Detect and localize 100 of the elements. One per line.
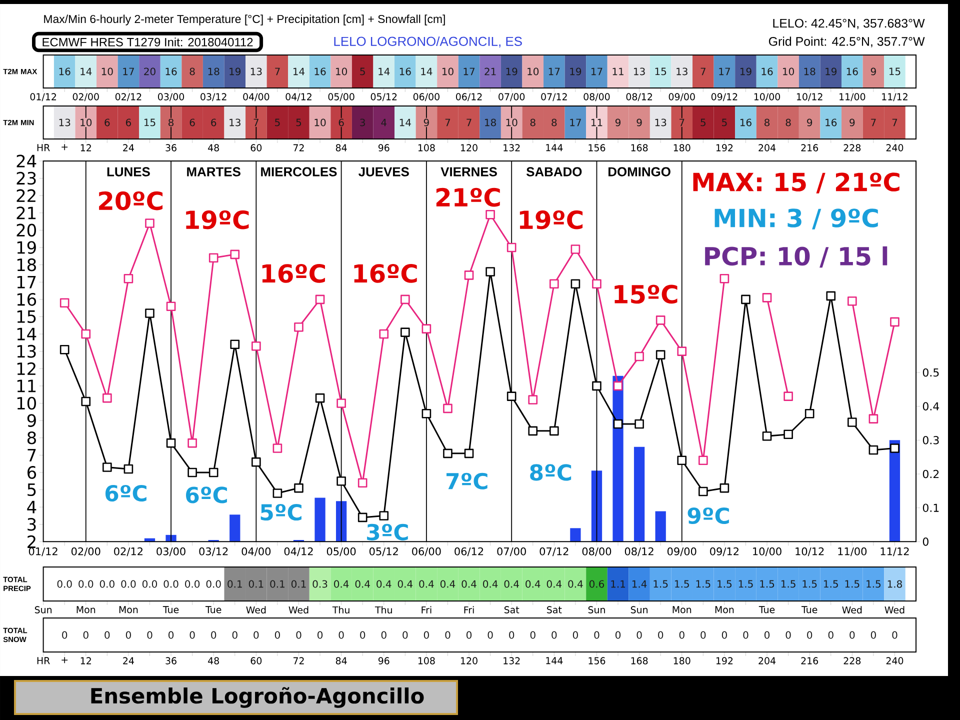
- data-label: 0: [338, 631, 344, 639]
- data-label: 0: [552, 631, 557, 639]
- data-label: 16: [846, 68, 858, 76]
- y2-tick-label: 0.2: [922, 470, 939, 478]
- data-label: 8: [530, 118, 536, 126]
- x-tick-label: 08/12: [624, 547, 654, 556]
- data-label: 13: [634, 68, 645, 76]
- x-tick-label: Fri: [464, 606, 474, 614]
- data-label: 0.1: [270, 580, 284, 588]
- x-tick-label: HR: [37, 144, 50, 152]
- annotation: LUNES: [107, 167, 150, 176]
- x-tick-label: Wed: [884, 606, 904, 614]
- x-tick-label: 03/00: [156, 547, 186, 556]
- x-tick-label: Sun: [34, 606, 52, 614]
- data-label: 19: [740, 68, 752, 76]
- text: Ensemble Logroño-Agoncillo: [91, 687, 424, 708]
- data-label: 9: [424, 118, 429, 126]
- data-label: 0: [658, 631, 664, 639]
- x-tick-label: 72: [293, 144, 304, 152]
- x-tick-label: 84: [336, 657, 347, 664]
- data-label: 0.3: [312, 580, 328, 588]
- data-label: 0: [828, 631, 834, 639]
- x-tick-label: Wed: [246, 606, 266, 614]
- data-label: 17: [719, 68, 730, 76]
- x-tick-label: Tue: [162, 606, 179, 614]
- data-label: 0.1: [291, 580, 306, 588]
- data-label: 11: [612, 68, 624, 76]
- y-tick-label: 15: [17, 310, 36, 324]
- data-label: 0: [318, 631, 323, 639]
- annotation: JUEVES: [358, 167, 409, 176]
- data-label: 7: [466, 118, 472, 126]
- x-tick-label: 10/00: [754, 93, 780, 102]
- data-label: 0: [572, 631, 578, 639]
- x-tick-label: Tue: [205, 606, 222, 614]
- data-label: 0: [786, 631, 791, 639]
- x-tick-label: Fri: [422, 606, 432, 614]
- data-label: 0.4: [483, 580, 498, 588]
- data-label: 1.8: [888, 580, 902, 588]
- data-label: 10: [442, 68, 454, 76]
- text: Grid Point: 42.5°N, 357.7°W: [768, 36, 925, 48]
- x-tick-label: 60: [250, 657, 262, 664]
- data-label: 1.4: [632, 580, 647, 588]
- x-tick-label: 144: [546, 657, 563, 664]
- data-label: 19: [230, 68, 241, 76]
- data-label: 0: [168, 631, 174, 639]
- x-tick-label: 216: [801, 657, 818, 664]
- data-label: 10: [102, 68, 113, 76]
- data-label: 15: [889, 68, 900, 76]
- data-label: 0: [488, 631, 493, 639]
- data-label: 18: [208, 68, 220, 76]
- data-label: 19: [506, 68, 518, 76]
- data-label: 1.5: [696, 580, 710, 588]
- data-label: 0: [722, 631, 727, 639]
- data-label: 14: [378, 68, 390, 76]
- x-tick-label: 04/12: [284, 547, 313, 556]
- data-label: 17: [123, 68, 134, 76]
- x-tick-label: 120: [461, 657, 478, 664]
- x-tick-label: 11/00: [838, 547, 867, 556]
- x-tick-label: 180: [674, 657, 690, 664]
- data-label: 0: [147, 631, 152, 639]
- data-label: 7: [254, 118, 258, 126]
- data-label: 0.0: [185, 580, 200, 588]
- x-tick-label: 07/12: [540, 547, 568, 556]
- x-tick-label: 09/12: [710, 547, 738, 556]
- y2-tick-label: 0: [922, 538, 928, 546]
- data-label: 15: [144, 118, 156, 126]
- x-tick-label: +: [62, 657, 68, 664]
- data-label: 13: [59, 118, 70, 126]
- data-label: 10: [506, 118, 518, 126]
- data-label: 0: [402, 631, 408, 639]
- x-tick-label: 07/00: [498, 93, 525, 102]
- data-label: 0: [126, 631, 131, 639]
- annotation: 3ºC: [367, 524, 408, 540]
- x-tick-label: HR: [37, 657, 50, 664]
- x-tick-label: 24: [123, 144, 134, 152]
- y-tick-label: 9: [27, 414, 36, 427]
- x-tick-label: 192: [716, 144, 733, 152]
- x-tick-label: +: [62, 144, 68, 150]
- data-label: 1.5: [802, 580, 817, 588]
- data-label: 9: [636, 118, 642, 126]
- data-label: 0: [381, 631, 386, 639]
- annotation: 20ºC: [99, 191, 162, 210]
- data-label: 6: [126, 118, 131, 126]
- data-label: 9: [850, 118, 855, 126]
- x-tick-label: Tue: [758, 606, 775, 614]
- data-label: 18: [804, 68, 816, 76]
- x-tick-label: 84: [336, 144, 347, 152]
- data-label: 0: [892, 631, 898, 639]
- y-tick-label: 10: [17, 396, 36, 410]
- y2-tick-label: 0.4: [922, 402, 940, 410]
- data-label: 1.5: [738, 580, 753, 588]
- data-label: 1.5: [866, 580, 880, 588]
- x-tick-label: 204: [758, 144, 776, 152]
- y-tick-label: 21: [16, 206, 36, 220]
- data-label: 0.1: [228, 580, 242, 588]
- data-label: 0: [636, 631, 642, 639]
- data-label: 0: [764, 631, 770, 639]
- x-tick-label: 36: [166, 657, 176, 664]
- data-label: 10: [80, 118, 92, 126]
- x-tick-label: Thu: [374, 606, 392, 614]
